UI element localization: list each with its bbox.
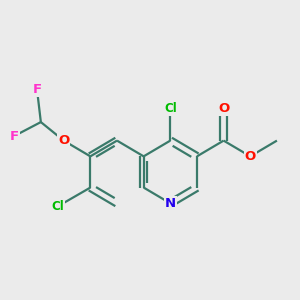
Text: F: F bbox=[10, 130, 19, 142]
Text: F: F bbox=[32, 83, 42, 96]
Text: N: N bbox=[165, 197, 176, 210]
Text: Cl: Cl bbox=[51, 200, 64, 213]
Text: O: O bbox=[244, 150, 256, 163]
Text: O: O bbox=[218, 102, 229, 116]
Text: Cl: Cl bbox=[164, 102, 177, 116]
Text: O: O bbox=[58, 134, 69, 147]
